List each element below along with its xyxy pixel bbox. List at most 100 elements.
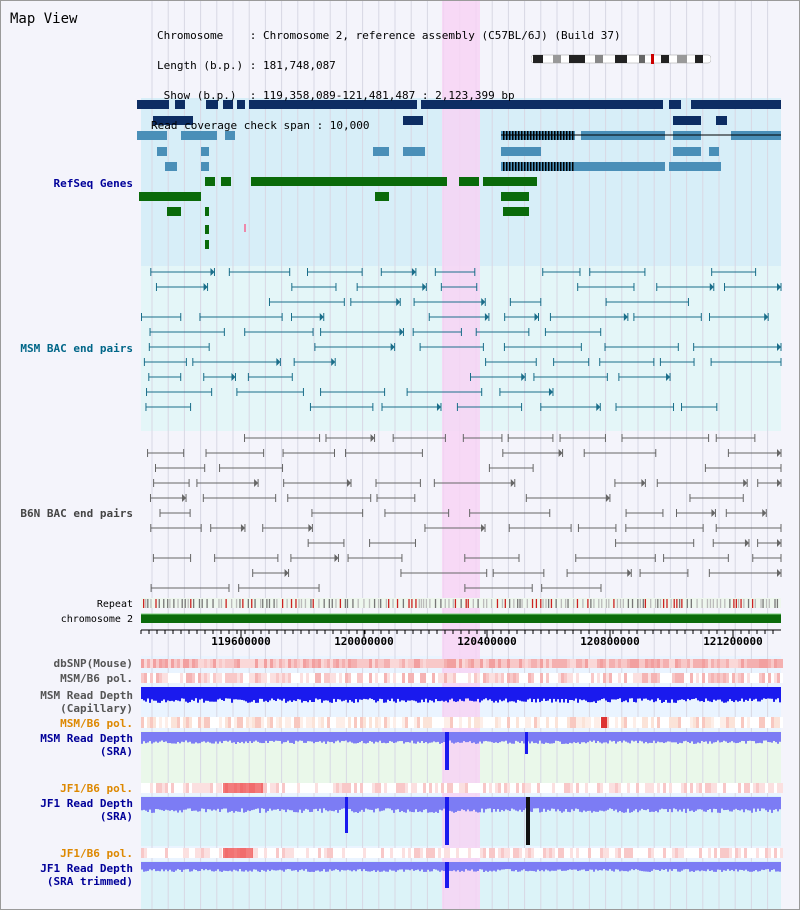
jf1-depth-sra-bar <box>659 797 661 810</box>
repeat-mark <box>670 599 672 608</box>
repeat-mark <box>318 599 320 608</box>
jf1-depth-trimmed-bar <box>183 862 185 870</box>
msm-b6-pol-strip <box>663 673 666 683</box>
jf1-b6-pol-strip <box>282 783 285 793</box>
jf1-depth-trimmed-bar <box>327 862 329 872</box>
msm-b6-pol2-strip <box>504 717 507 728</box>
repeat-mark <box>733 599 735 608</box>
msm-b6-pol-strip <box>180 673 183 683</box>
track-label-b6n-bac[interactable]: B6N BAC end pairs <box>20 507 133 520</box>
msm-bac-pair <box>319 313 324 321</box>
refseq-gene <box>225 131 235 140</box>
jf1-depth-trimmed-bar <box>741 862 743 870</box>
msm-depth-capillary-bar <box>479 687 481 703</box>
msm-depth-sra-bar <box>359 732 361 743</box>
msm-bac-pair <box>484 313 489 321</box>
dbsnp-strip <box>141 659 144 668</box>
jf1-b6-pol2-strip <box>165 848 168 858</box>
msm-depth-sra-bar <box>557 732 559 741</box>
jf1-b6-pol2-strip <box>696 848 699 858</box>
msm-depth-capillary-bar <box>193 687 195 701</box>
track-label-msm-depth-sra[interactable]: MSM Read Depth (SRA) <box>40 732 133 758</box>
jf1-b6-pol-strip <box>645 783 648 793</box>
track-label-msm-b6-pol-2[interactable]: MSM/B6 pol. <box>60 717 133 730</box>
jf1-depth-sra-bar <box>693 797 695 813</box>
jf1-depth-sra-bar <box>243 797 245 813</box>
msm-b6-pol-strip <box>192 673 195 683</box>
jf1-b6-pol2-strip <box>705 848 708 858</box>
msm-depth-capillary-bar <box>179 687 181 702</box>
track-label-jf1-depth-trimmed[interactable]: JF1 Read Depth (SRA trimmed) <box>40 862 133 888</box>
msm-depth-capillary-bar <box>485 687 487 699</box>
track-label-jf1-b6-pol-2[interactable]: JF1/B6 pol. <box>60 847 133 860</box>
msm-depth-sra-bar <box>383 732 385 743</box>
msm-b6-pol-strip <box>432 673 435 683</box>
jf1-depth-trimmed-bar <box>615 862 617 870</box>
jf1-depth-sra-bar <box>325 797 327 811</box>
jf1-depth-sra-bar <box>277 797 279 809</box>
msm-depth-capillary-bar <box>439 687 441 702</box>
msm-depth-capillary-bar <box>465 687 467 699</box>
dbsnp-strip <box>225 659 228 668</box>
jf1-depth-trimmed-bar <box>493 862 495 871</box>
msm-depth-sra-bar <box>279 732 281 741</box>
msm-b6-pol-strip <box>252 673 255 683</box>
dbsnp-strip <box>210 659 213 668</box>
msm-bac-pair <box>422 283 427 291</box>
refseq-exon <box>518 131 520 140</box>
chromosome-ideogram[interactable] <box>531 54 711 64</box>
msm-depth-sra-bar <box>533 732 535 744</box>
msm-depth-capillary-bar <box>637 687 639 699</box>
msm-b6-pol-strip <box>399 673 402 683</box>
msm-b6-pol-strip <box>525 673 528 683</box>
track-label-dbsnp[interactable]: dbSNP(Mouse) <box>53 657 133 670</box>
jf1-depth-trimmed-bar <box>313 862 315 872</box>
jf1-depth-trimmed-bar <box>175 862 177 871</box>
repeat-mark <box>440 599 442 608</box>
refseq-exon <box>527 162 529 171</box>
jf1-depth-trimmed-bar <box>607 862 609 871</box>
msm-depth-capillary-bar <box>297 687 299 700</box>
msm-b6-pol-strip <box>483 673 486 683</box>
dbsnp-strip <box>513 659 516 668</box>
msm-b6-pol-strip <box>303 673 306 683</box>
msm-depth-capillary-bar <box>549 687 551 699</box>
jf1-depth-trimmed-bar <box>279 862 281 870</box>
jf1-b6-pol-strip <box>630 783 633 793</box>
msm-b6-pol2-strip <box>771 717 774 728</box>
jf1-depth-sra-bar <box>195 797 197 811</box>
msm-depth-sra-bar <box>289 732 291 743</box>
jf1-b6-pol-strip <box>540 783 543 793</box>
track-label-repeat: Repeat <box>96 599 133 610</box>
jf1-depth-trimmed-bar <box>639 862 641 871</box>
msm-b6-pol-strip <box>381 673 384 683</box>
msm-b6-pol-strip <box>324 673 327 683</box>
jf1-depth-sra-bar <box>419 797 421 812</box>
msm-bac-pair <box>411 268 416 276</box>
jf1-b6-pol2-strip <box>732 848 735 858</box>
dbsnp-strip <box>183 659 186 668</box>
repeat-mark <box>339 599 342 608</box>
track-label-msm-depth-capillary[interactable]: MSM Read Depth (Capillary) <box>40 689 133 715</box>
jf1-depth-trimmed-bar <box>339 862 341 872</box>
track-label-jf1-depth-sra[interactable]: JF1 Read Depth (SRA) <box>40 797 133 823</box>
msm-b6-pol2-strip <box>165 717 168 728</box>
jf1-b6-pol-strip <box>771 783 774 793</box>
msm-depth-sra-bar <box>243 732 245 744</box>
jf1-depth-sra-bar <box>649 797 651 813</box>
dbsnp-strip <box>630 659 633 668</box>
track-label-msm-b6-pol[interactable]: MSM/B6 pol. <box>60 672 133 685</box>
jf1-depth-sra-bar <box>205 797 207 813</box>
jf1-depth-sra-bar <box>497 797 499 810</box>
track-label-msm-bac[interactable]: MSM BAC end pairs <box>20 342 133 355</box>
jf1-depth-trimmed-bar <box>623 862 625 872</box>
msm-bac-pair <box>481 298 486 306</box>
track-label-refseq[interactable]: RefSeq Genes <box>53 177 133 190</box>
msm-b6-pol-strip <box>606 673 609 683</box>
jf1-depth-sra-bar <box>141 797 143 811</box>
jf1-depth-sra-bar <box>237 797 239 812</box>
track-label-jf1-b6-pol[interactable]: JF1/B6 pol. <box>60 782 133 795</box>
msm-b6-pol2-strip <box>171 717 174 728</box>
msm-depth-capillary-bar <box>171 687 173 701</box>
jf1-b6-pol2-strip <box>570 848 573 858</box>
